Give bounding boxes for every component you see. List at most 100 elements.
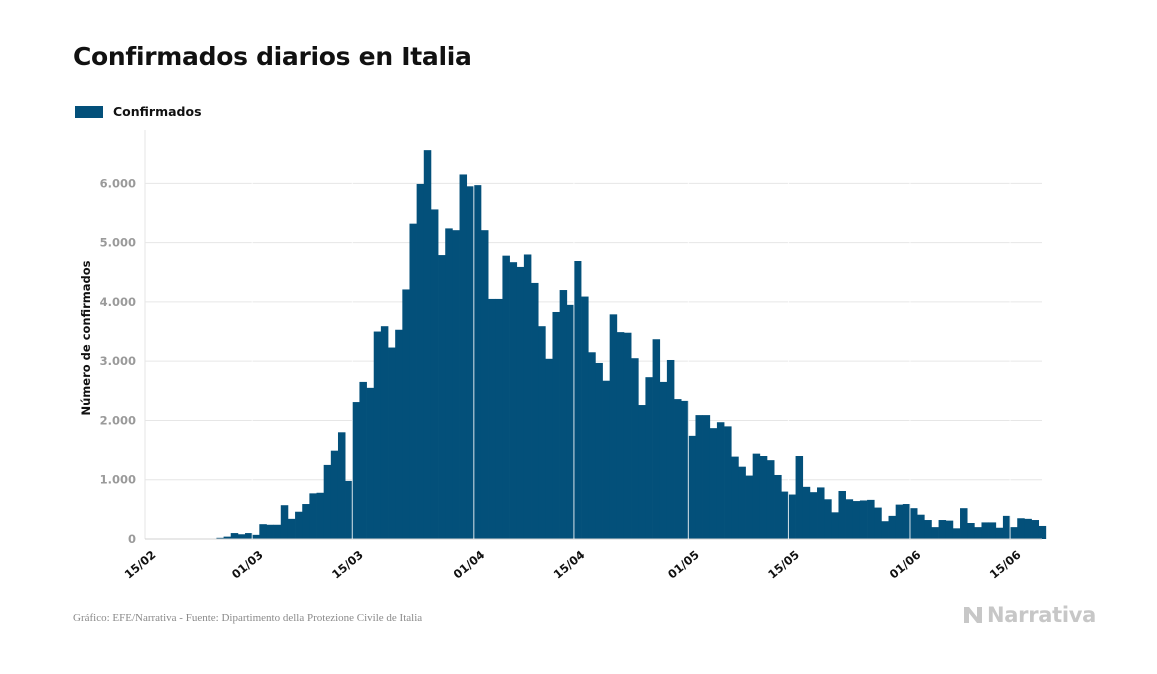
bar (652, 339, 661, 539)
bar (924, 520, 932, 539)
bar (302, 504, 310, 539)
bar (495, 298, 503, 539)
bar (230, 533, 239, 539)
bar (373, 331, 382, 539)
bar (259, 524, 267, 539)
bar (1038, 525, 1047, 539)
bar (781, 491, 789, 539)
bar (345, 480, 353, 539)
bar (766, 460, 775, 539)
bar (287, 518, 296, 539)
bar (845, 499, 854, 539)
bar (981, 522, 989, 539)
bar (416, 183, 425, 539)
x-tick-label: 01/06 (887, 548, 924, 582)
bar (273, 524, 282, 539)
bar (216, 537, 224, 539)
bar (623, 332, 632, 539)
bar (809, 492, 818, 539)
bar (266, 524, 274, 539)
x-tick-label: 15/02 (122, 548, 159, 582)
bar (552, 311, 560, 539)
bar (459, 174, 468, 539)
x-tick-label: 15/06 (987, 548, 1024, 582)
bar (716, 422, 725, 539)
bar (430, 209, 439, 539)
bar (824, 499, 832, 539)
bar (423, 150, 432, 539)
bar (931, 527, 939, 539)
bar (1031, 520, 1040, 539)
y-tick-label: 6.000 (100, 176, 136, 190)
legend: Confirmados (75, 104, 202, 119)
bar (960, 508, 968, 539)
bar (709, 428, 718, 539)
bar (738, 466, 746, 539)
bar (609, 314, 618, 539)
bar (917, 514, 925, 539)
bar (838, 490, 846, 539)
x-tick-label: 15/05 (765, 548, 802, 582)
chart-area: 0 1.000 2.000 3.000 4.000 5.000 6.000 15/02 01/0… (79, 130, 1047, 582)
bar (366, 387, 375, 539)
y-tick-label: 5.000 (100, 236, 136, 250)
bar (237, 534, 246, 539)
bar (395, 329, 403, 539)
bar (852, 501, 861, 539)
bar (295, 511, 303, 539)
y-tick-label: 4.000 (100, 295, 136, 309)
bar (602, 380, 611, 539)
bar (388, 347, 396, 539)
bar (902, 504, 911, 539)
bar (509, 262, 518, 539)
y-tick-label: 0 (128, 532, 136, 546)
legend-label: Confirmados (113, 104, 202, 119)
bar (874, 507, 882, 539)
bar (545, 358, 553, 539)
bar (759, 456, 768, 539)
bar (531, 282, 539, 539)
bar (581, 296, 589, 539)
x-tick-label: 01/04 (451, 548, 488, 582)
bar (223, 536, 232, 539)
bar (859, 500, 868, 539)
bar (323, 464, 332, 539)
bar (702, 415, 711, 539)
y-tick-label: 3.000 (100, 354, 136, 368)
x-tick-label: 15/04 (551, 548, 588, 582)
bar (480, 230, 489, 539)
chart-title: Confirmados diarios en Italia (73, 42, 472, 71)
bar (588, 352, 596, 539)
bar (867, 499, 875, 539)
bar (466, 186, 475, 539)
bar (695, 415, 703, 539)
narrativa-logo-icon (964, 607, 982, 623)
bar (252, 534, 260, 539)
bar (831, 512, 839, 539)
bar (731, 456, 739, 539)
bar (638, 405, 646, 539)
bar (745, 475, 754, 539)
bar (452, 230, 460, 539)
bar (988, 522, 997, 539)
bar (881, 521, 889, 539)
bar (659, 381, 668, 539)
bar (380, 326, 389, 539)
bar (502, 255, 510, 539)
bar (566, 304, 575, 539)
source-note: Gráfico: EFE/Narrativa - Fuente: Diparti… (73, 612, 423, 624)
bar-series (216, 150, 1047, 540)
bar (1017, 518, 1025, 539)
bar (538, 326, 546, 539)
logo-text: Narrativa (987, 603, 1097, 627)
bar (888, 515, 897, 539)
bar (595, 362, 603, 539)
bar (352, 402, 360, 539)
bar (245, 533, 253, 539)
bar (974, 527, 982, 539)
bar (438, 255, 446, 539)
bar (402, 289, 410, 539)
bar (1010, 527, 1018, 539)
bar (559, 290, 568, 539)
bar (788, 494, 796, 539)
